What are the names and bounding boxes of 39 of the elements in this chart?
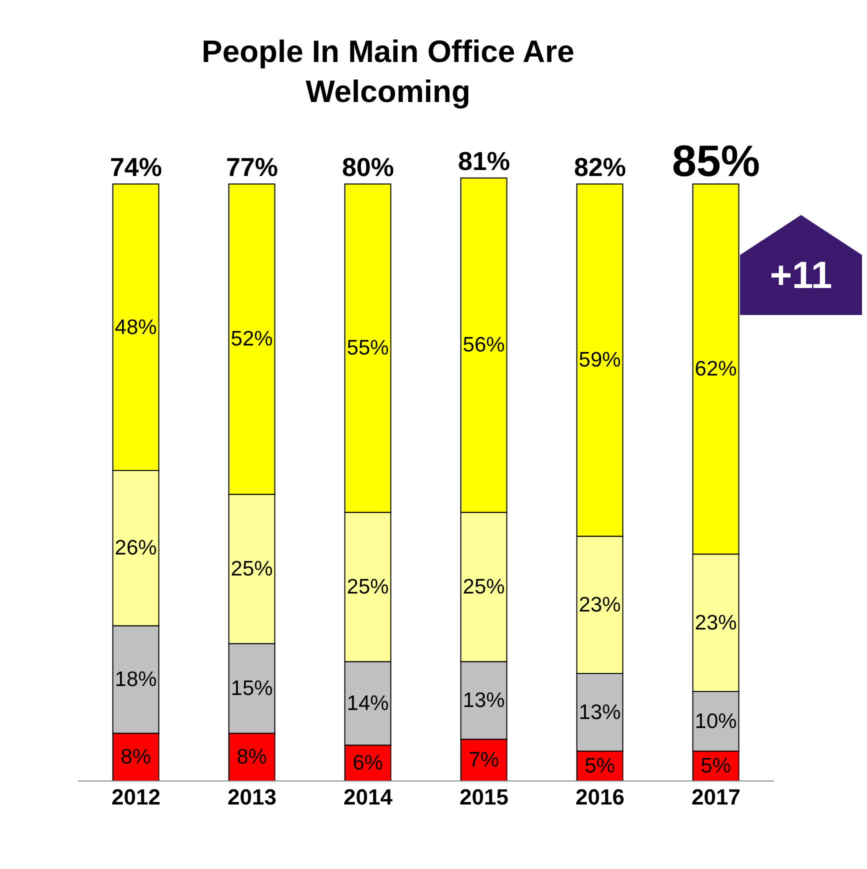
annotation: 80%	[342, 152, 394, 182]
data-label: 8%	[236, 746, 267, 769]
x-tick-label: 2016	[576, 784, 624, 810]
data-label: 15%	[230, 676, 273, 700]
annotation: 82%	[574, 152, 626, 182]
x-tick-label: 2012	[112, 784, 160, 810]
data-label: 56%	[462, 334, 505, 357]
annotation: 85%	[672, 136, 760, 186]
data-label: 25%	[346, 575, 389, 598]
data-label: 26%	[114, 536, 157, 560]
annotation: 77%	[226, 152, 278, 182]
data-label: 25%	[230, 558, 273, 581]
data-label: 62%	[694, 358, 737, 381]
data-label: 5%	[700, 754, 731, 778]
x-tick-label: 2014	[344, 784, 394, 810]
annotation: +11	[768, 255, 834, 298]
data-label: 13%	[578, 700, 621, 724]
chart-title: People In Main Office Are Welcoming	[200, 33, 576, 111]
data-label: 6%	[352, 752, 383, 775]
data-label: 23%	[578, 593, 621, 616]
data-label: 18%	[114, 668, 157, 692]
data-label: 59%	[578, 348, 621, 372]
annotation: 81%	[458, 146, 510, 176]
data-label: 8%	[120, 746, 151, 769]
house-badge: +11	[740, 215, 862, 315]
data-label: 14%	[346, 692, 389, 715]
data-label: 7%	[468, 748, 499, 772]
annotation: 74%	[110, 152, 162, 182]
data-label: 25%	[462, 575, 505, 598]
data-label: 5%	[584, 754, 615, 778]
data-label: 52%	[230, 328, 273, 351]
x-tick-label: 2015	[460, 784, 508, 810]
data-label: 10%	[694, 710, 737, 733]
data-label: 48%	[114, 316, 157, 339]
data-label: 13%	[462, 688, 505, 712]
x-tick-label: 2013	[228, 784, 276, 810]
data-label: 55%	[346, 336, 389, 360]
data-label: 23%	[694, 611, 737, 634]
x-tick-label: 2017	[692, 784, 740, 810]
